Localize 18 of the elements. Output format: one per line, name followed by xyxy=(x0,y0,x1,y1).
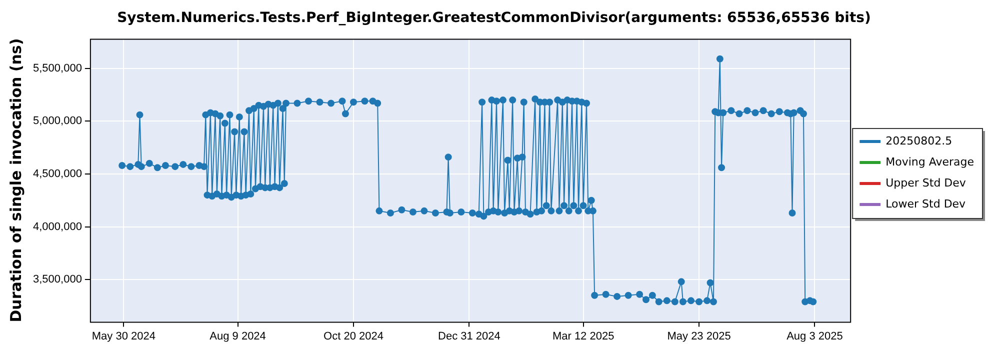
x-tick-label: Aug 9 2024 xyxy=(210,330,266,342)
y-tick-label: 4,500,000 xyxy=(33,168,82,180)
x-tick-label: May 30 2024 xyxy=(92,330,156,342)
y-tick-label: 5,000,000 xyxy=(33,115,82,128)
x-tick-label: Aug 3 2025 xyxy=(786,330,843,342)
y-tick-label: 3,500,000 xyxy=(33,274,82,286)
x-tick-label: Mar 12 2025 xyxy=(552,330,614,342)
chart-title: System.Numerics.Tests.Perf_BigInteger.GreatestCommonDivisor(arguments: 65536,65536 bits) xyxy=(117,10,871,26)
legend-label: Upper Std Dev xyxy=(886,176,966,190)
x-tick-label: Oct 20 2024 xyxy=(324,330,384,342)
legend-label: 20250802.5 xyxy=(886,134,952,148)
y-tick-label: 4,000,000 xyxy=(33,220,82,233)
legend-label: Lower Std Dev xyxy=(886,197,966,210)
x-tick-label: Dec 31 2024 xyxy=(438,330,500,342)
legend-label: Moving Average xyxy=(886,155,974,168)
y-tick-label: 5,500,000 xyxy=(33,62,82,74)
y-axis-title: Duration of single invocation (ns) xyxy=(6,38,25,322)
x-tick-label: May 23 2025 xyxy=(667,330,731,342)
